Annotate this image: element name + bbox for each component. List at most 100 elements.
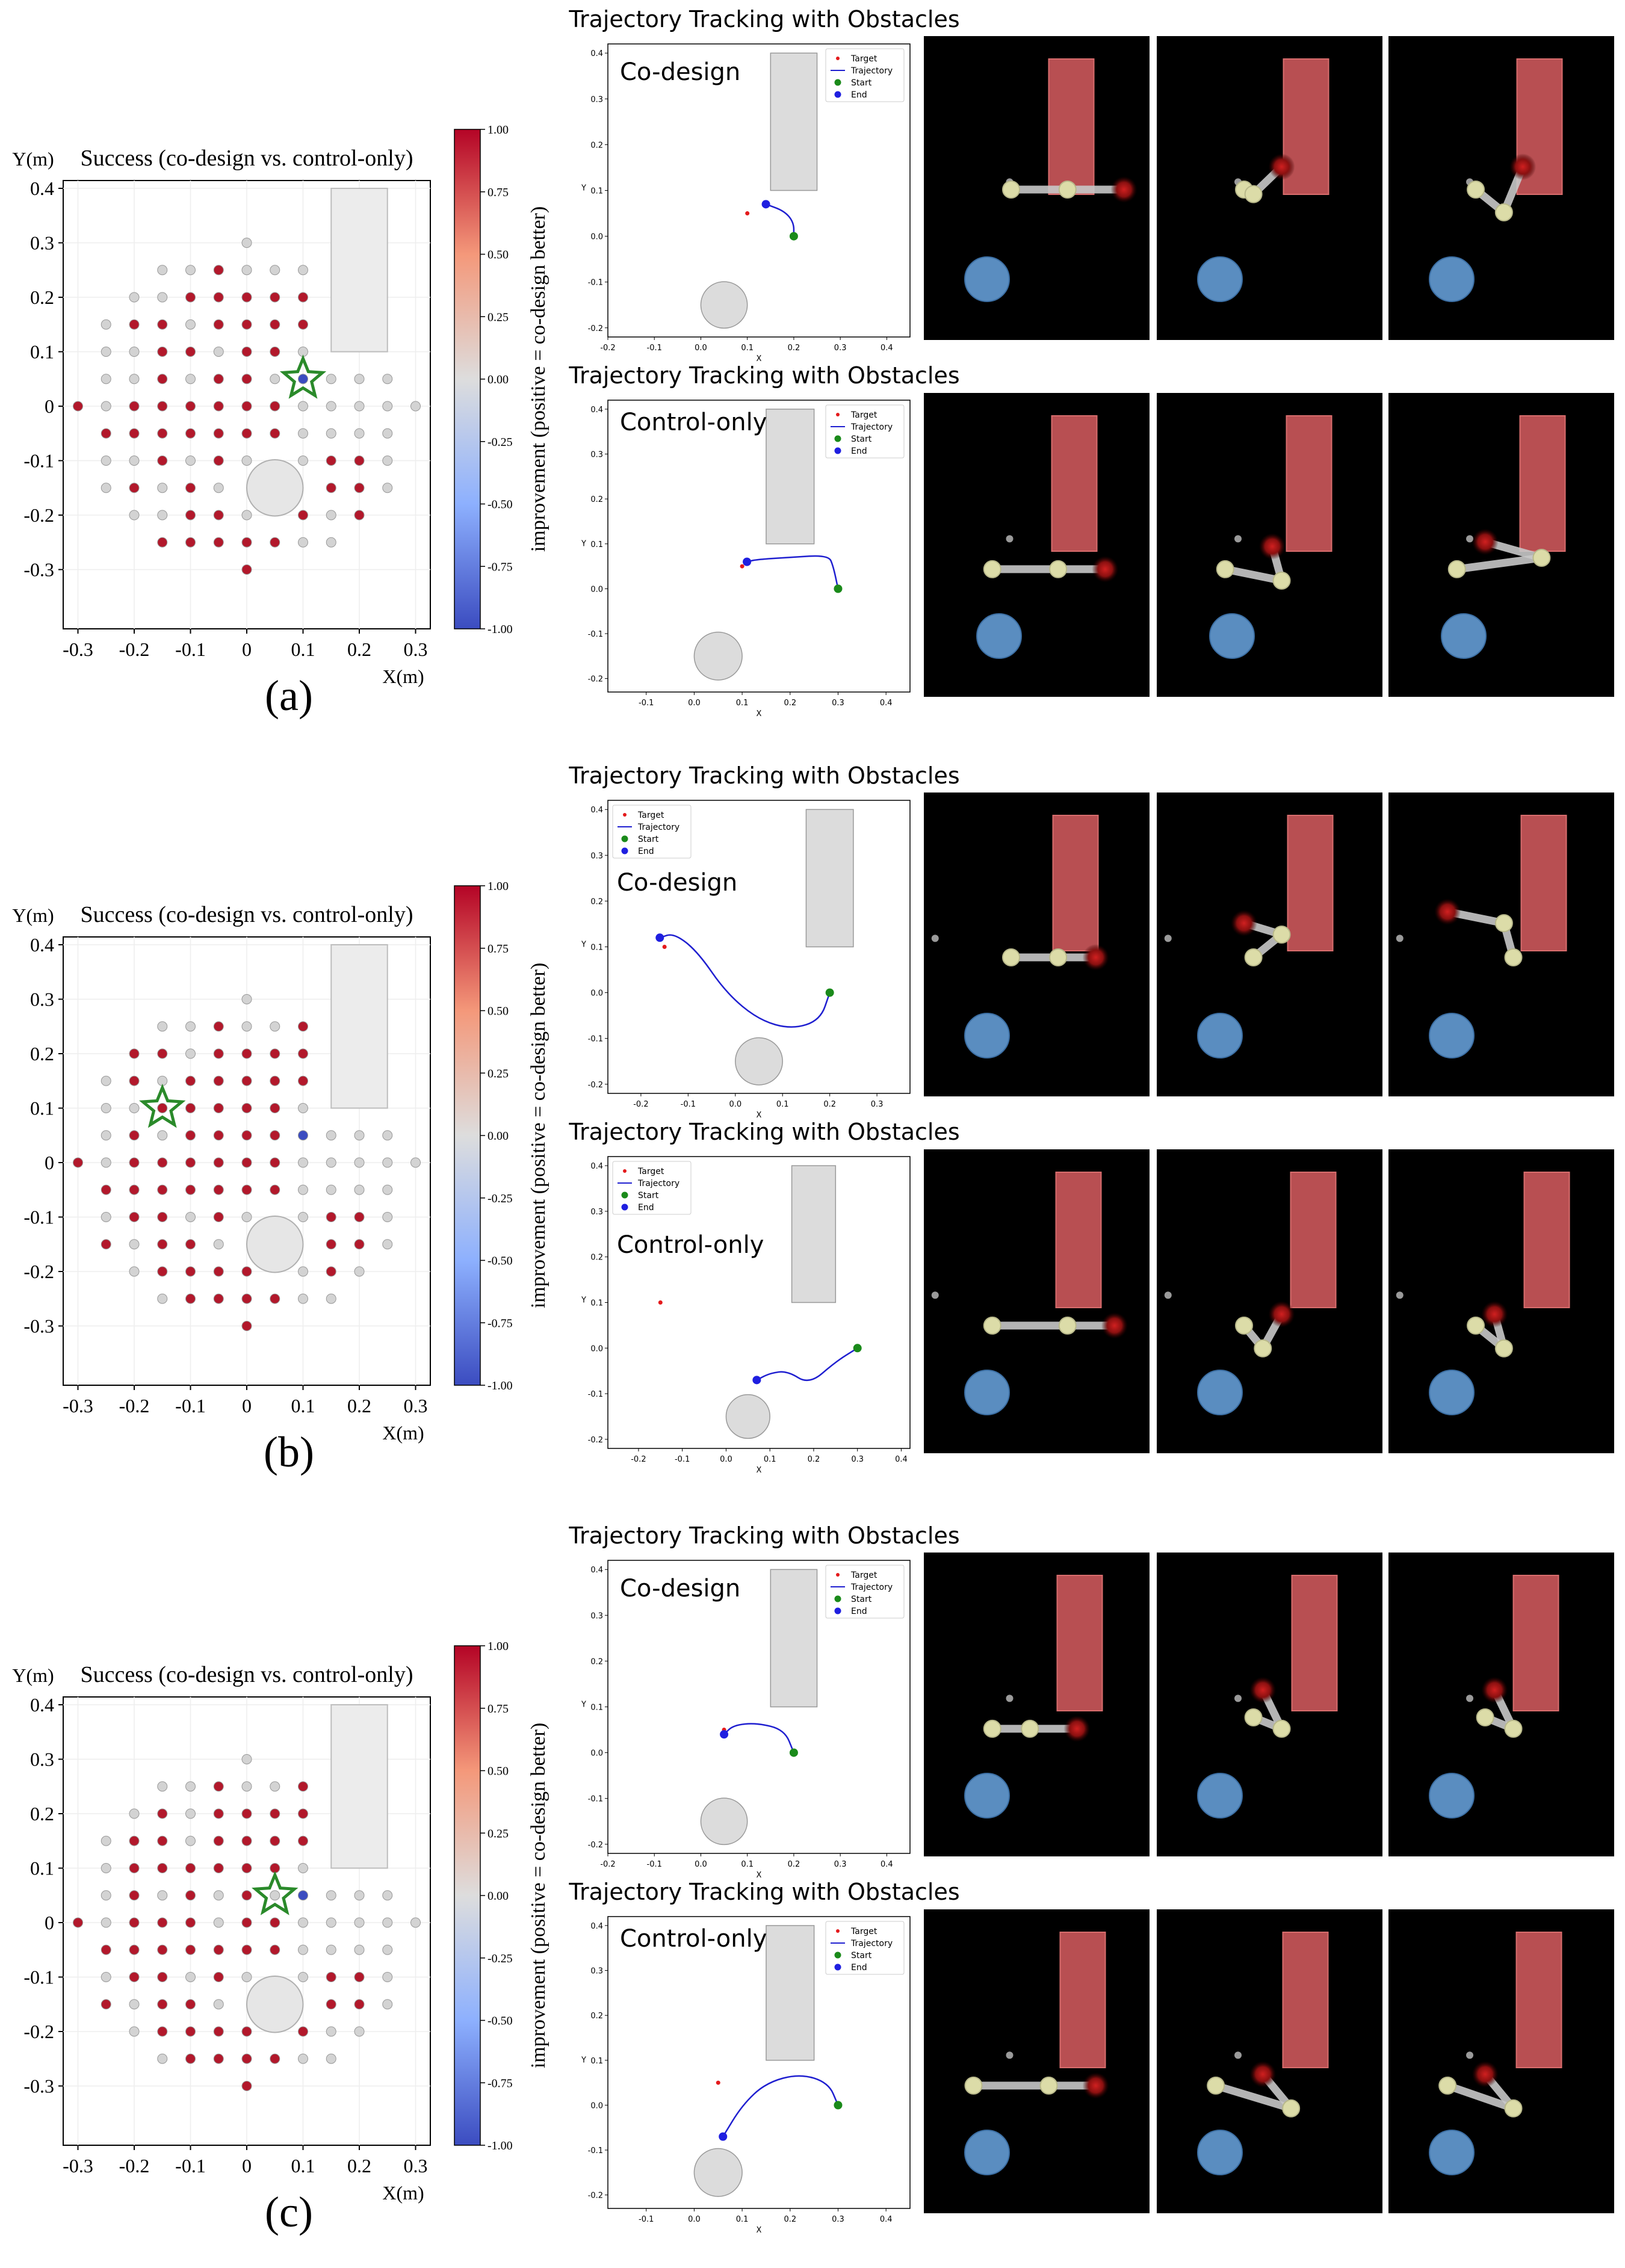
map-xtick-label: -0.2 xyxy=(119,1395,150,1417)
map-point-improved xyxy=(185,1103,196,1113)
sim-obstacle-block xyxy=(1519,415,1566,552)
map-point-worse xyxy=(298,374,308,385)
plot-ytick-label: 0.4 xyxy=(590,1922,603,1931)
colorbar-tick-label: -1.00 xyxy=(488,1379,513,1392)
map-point-improved xyxy=(241,564,252,575)
map-point-improved xyxy=(157,537,168,548)
legend-target-marker xyxy=(836,1573,840,1577)
map-point-worse xyxy=(298,1890,308,1901)
plot-xtick-label: 0.1 xyxy=(741,344,754,353)
map-point-improved xyxy=(157,319,168,330)
plot-legend xyxy=(612,805,692,859)
map-point-improved xyxy=(129,1157,140,1168)
map-point-improved xyxy=(185,1944,196,1955)
map-point-improved xyxy=(326,1999,336,2010)
map-point-improved xyxy=(241,1835,252,1846)
robot-end-effector xyxy=(1268,153,1295,181)
map-point-same xyxy=(298,1917,308,1928)
plot-obstacle-rect xyxy=(766,1925,815,2061)
target-point xyxy=(716,2080,720,2085)
legend-end-marker xyxy=(834,91,841,98)
map-point-improved xyxy=(298,2026,308,2037)
map-point-improved xyxy=(241,1917,252,1928)
map-point-same xyxy=(101,1917,111,1928)
map-point-improved xyxy=(129,1184,140,1195)
map-point-same xyxy=(101,1890,111,1901)
target-star-icon xyxy=(252,1871,299,1915)
plot-xtick-label: 0.0 xyxy=(695,344,707,353)
legend-label: Trajectory xyxy=(850,66,893,76)
legend-start-marker xyxy=(834,1595,841,1602)
map-point-improved xyxy=(241,401,252,412)
plot-xtick-label: 0.4 xyxy=(895,1455,908,1464)
map-point-same xyxy=(101,456,111,466)
start-point xyxy=(853,1344,862,1353)
robot-joint xyxy=(1254,1339,1272,1358)
colorbar-tick-label: -0.25 xyxy=(488,436,513,449)
map-point-same xyxy=(129,374,140,385)
plot-xlabel: X xyxy=(757,1466,762,1475)
legend-label: Trajectory xyxy=(637,823,679,832)
sim-obstacle-ball xyxy=(964,1013,1010,1058)
map-point-improved xyxy=(185,537,196,548)
map-point-improved xyxy=(326,1972,336,1982)
sim-obstacle-ball xyxy=(1197,256,1243,302)
legend-label: Trajectory xyxy=(637,1179,679,1188)
map-point-same xyxy=(298,428,308,439)
plot-title: Trajectory Tracking with Obstacles xyxy=(568,1522,959,1549)
map-obstacle-rect xyxy=(330,1704,388,1869)
legend-label: Target xyxy=(850,1927,878,1936)
map-point-improved xyxy=(270,1048,280,1059)
robot-end-effector xyxy=(1434,898,1461,925)
map-xtick-label: -0.1 xyxy=(175,2155,206,2177)
map-title: Success (co-design vs. control-only) xyxy=(81,146,413,171)
map-point-improved xyxy=(157,1863,168,1873)
method-label: Control-only xyxy=(620,409,767,436)
map-point-improved xyxy=(241,374,252,385)
map-point-improved xyxy=(73,1157,83,1168)
target-star-icon xyxy=(279,354,327,399)
map-point-improved xyxy=(241,1266,252,1277)
map-point-improved xyxy=(157,1835,168,1846)
map-xtick-label: 0.2 xyxy=(347,2155,371,2177)
legend-end-marker xyxy=(834,447,841,454)
map-point-improved xyxy=(213,319,224,330)
plot-obstacle-circle xyxy=(700,1797,748,1846)
plot-xtick-label: 0.3 xyxy=(832,699,844,708)
robot-end-effector xyxy=(1472,528,1499,555)
map-ytick-label: 0.2 xyxy=(30,1043,54,1064)
map-ytick-label: -0.3 xyxy=(23,559,54,581)
plot-ytick-label: 0.2 xyxy=(590,1657,603,1666)
map-point-improved xyxy=(213,1863,224,1873)
map-point-improved xyxy=(213,1835,224,1846)
colorbar-label: improvement (positive = co-design better… xyxy=(527,963,549,1308)
plot-xlabel: X xyxy=(757,1871,762,1880)
sim-frame-background xyxy=(1157,1149,1382,1453)
map-ytick-label: -0.1 xyxy=(23,1967,54,1988)
map-point-same xyxy=(101,401,111,412)
legend-label: Target xyxy=(637,1167,664,1176)
map-point-improved xyxy=(185,2053,196,2064)
map-point-same xyxy=(270,1890,280,1901)
map-point-same xyxy=(129,1999,140,2010)
map-point-same xyxy=(157,1130,168,1141)
map-point-same xyxy=(101,1157,111,1168)
plot-ylabel: Y xyxy=(581,2056,586,2065)
sim-target-dot xyxy=(1006,1695,1014,1702)
map-point-same xyxy=(298,1212,308,1222)
plot-ytick-label: 0.4 xyxy=(590,49,603,58)
plot-ytick-label: 0.0 xyxy=(590,2101,603,2110)
plot-xtick-label: 0.1 xyxy=(736,699,749,708)
map-xtick-label: -0.1 xyxy=(175,1395,206,1417)
robot-link xyxy=(1212,2081,1295,2113)
plot-xtick-label: 0.2 xyxy=(788,1860,800,1869)
map-point-same xyxy=(354,1890,365,1901)
map-obstacle-circle xyxy=(246,1216,304,1273)
map-point-same xyxy=(129,292,140,303)
legend-target-marker xyxy=(623,813,627,817)
map-point-improved xyxy=(354,483,365,493)
map-point-same xyxy=(241,994,252,1004)
panel-c: Success (co-design vs. control-only) -0.3… xyxy=(12,1522,1614,2236)
map-point-same xyxy=(129,2026,140,2037)
